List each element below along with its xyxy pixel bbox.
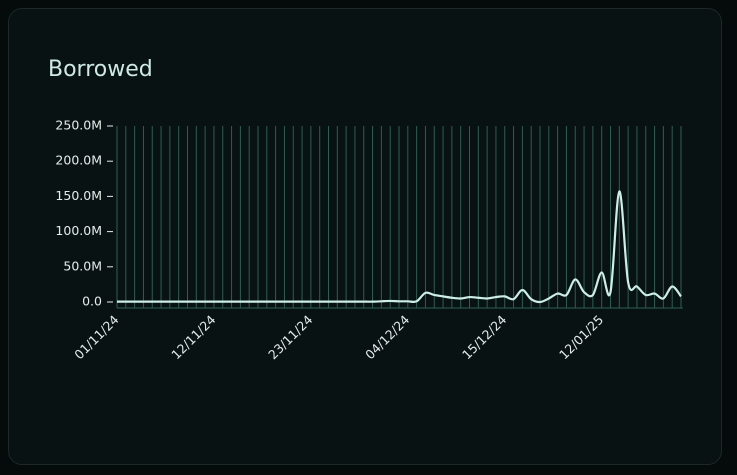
line (116, 190, 682, 304)
y-tick-label: 100.0M (55, 223, 102, 238)
y-tick-label: 200.0M (55, 153, 102, 168)
y-tick-label: 0.0 (82, 294, 102, 309)
y-tick-label: 250.0M (55, 118, 102, 133)
x-tick-label: 01/11/24 (71, 312, 121, 362)
x-tick-label: 12/01/25 (556, 312, 606, 362)
chart-title: Borrowed (48, 57, 153, 82)
x-tick-label: 04/12/24 (362, 312, 412, 362)
y-tick-label: 50.0M (63, 258, 102, 273)
x-tick-label: 23/11/24 (265, 312, 315, 362)
x-tick-label: 15/12/24 (459, 312, 509, 362)
card (8, 8, 722, 465)
x-tick-label: 12/11/24 (168, 312, 218, 362)
y-tick-label: 150.0M (55, 188, 102, 203)
